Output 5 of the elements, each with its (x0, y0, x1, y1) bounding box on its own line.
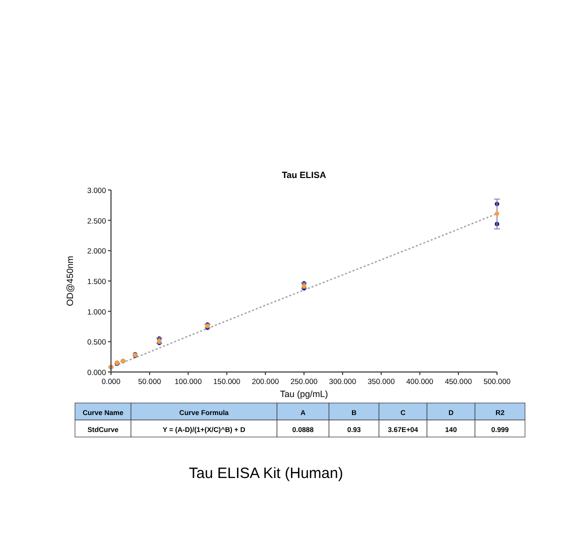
text: Tau ELISA Kit (Human) (188, 465, 344, 482)
point (494, 211, 500, 216)
y-axis-title: OD@450nm (65, 256, 75, 306)
chart-title: Tau ELISA (282, 170, 327, 180)
x-axis-title: Tau (pg/mL) (280, 389, 328, 399)
